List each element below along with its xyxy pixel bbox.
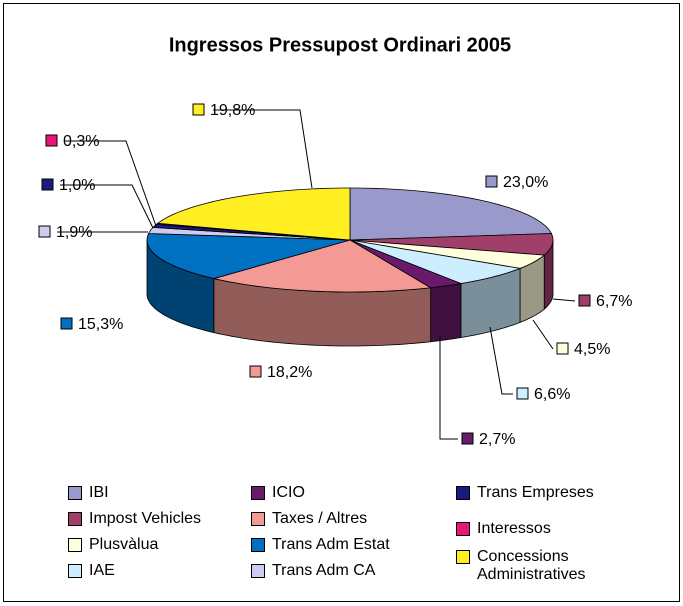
leader-line (64, 140, 157, 227)
data-label: 15,3% (78, 316, 123, 333)
legend-label: IBI (89, 484, 109, 501)
slice (156, 187, 351, 241)
legend-item: Interessos (456, 520, 606, 538)
leader-line (532, 319, 554, 350)
data-label: 23,0% (503, 174, 548, 191)
legend-swatch (251, 564, 265, 578)
legend-label: Interessos (477, 520, 551, 537)
slice (213, 239, 432, 293)
data-label: 6,7% (596, 293, 632, 310)
leader-line (439, 336, 458, 440)
legend-item: Trans Adm CA (251, 562, 431, 580)
legend-item: ICIO (251, 484, 431, 502)
label-swatch (485, 175, 498, 188)
leader-line (489, 326, 513, 395)
slice (349, 239, 522, 284)
legend-label: Trans Adm Estat (272, 536, 390, 553)
data-label: 6,6% (534, 386, 570, 403)
label-swatch (45, 134, 58, 147)
leader-line (213, 109, 313, 189)
leader-line (552, 298, 576, 302)
legend-label: Taxes / Altres (272, 510, 368, 527)
label-swatch (461, 432, 474, 445)
data-label: 1,0% (59, 177, 95, 194)
label-swatch (60, 317, 73, 330)
legend-swatch (456, 522, 470, 536)
leader-line (60, 184, 154, 229)
legend-label: Concessions Administratives (477, 548, 586, 583)
legend-swatch (68, 486, 82, 500)
legend-swatch (456, 550, 470, 564)
legend-swatch (68, 512, 82, 526)
slice (349, 239, 546, 269)
legend-swatch (251, 486, 265, 500)
label-swatch (556, 342, 569, 355)
slice (349, 187, 553, 241)
legend-label: Impost Vehicles (89, 510, 202, 527)
legend-item: IBI (68, 484, 248, 502)
label-swatch (41, 178, 54, 191)
legend-swatch (251, 538, 265, 552)
slice (146, 233, 351, 279)
legend-item: Plusvàlua (68, 536, 248, 554)
legend-label: ICIO (272, 484, 305, 501)
legend-label: Trans Adm CA (272, 562, 376, 579)
chart-title: Ingressos Pressupost Ordinari 2005 (169, 34, 511, 56)
legend-label: Plusvàlua (89, 536, 159, 553)
legend-item: Impost Vehicles (68, 510, 248, 528)
legend-item: Concessions Administratives (456, 548, 606, 584)
legend-label: Trans Empreses (477, 484, 594, 501)
data-label: 2,7% (479, 431, 515, 448)
data-label: 0,3% (63, 133, 99, 150)
legend-item: Taxes / Altres (251, 510, 431, 528)
label-swatch (38, 225, 51, 238)
data-label: 1,9% (56, 224, 92, 241)
label-swatch (192, 103, 205, 116)
data-label: 18,2% (267, 364, 312, 381)
slice-side (430, 283, 462, 343)
label-swatch (516, 387, 529, 400)
data-label: 4,5% (574, 341, 610, 358)
legend-swatch (251, 512, 265, 526)
legend-swatch (68, 564, 82, 578)
label-swatch (578, 294, 591, 307)
legend-swatch (68, 538, 82, 552)
legend-item: Trans Adm Estat (251, 536, 431, 554)
legend-item: IAE (68, 562, 248, 580)
legend-label: IAE (89, 562, 115, 579)
legend-swatch (456, 486, 470, 500)
data-label: 19,8% (210, 102, 255, 119)
label-swatch (249, 365, 262, 378)
slice (349, 233, 554, 256)
legend-item: Trans Empreses (456, 484, 606, 502)
frame (3, 3, 680, 602)
slice (349, 239, 463, 289)
